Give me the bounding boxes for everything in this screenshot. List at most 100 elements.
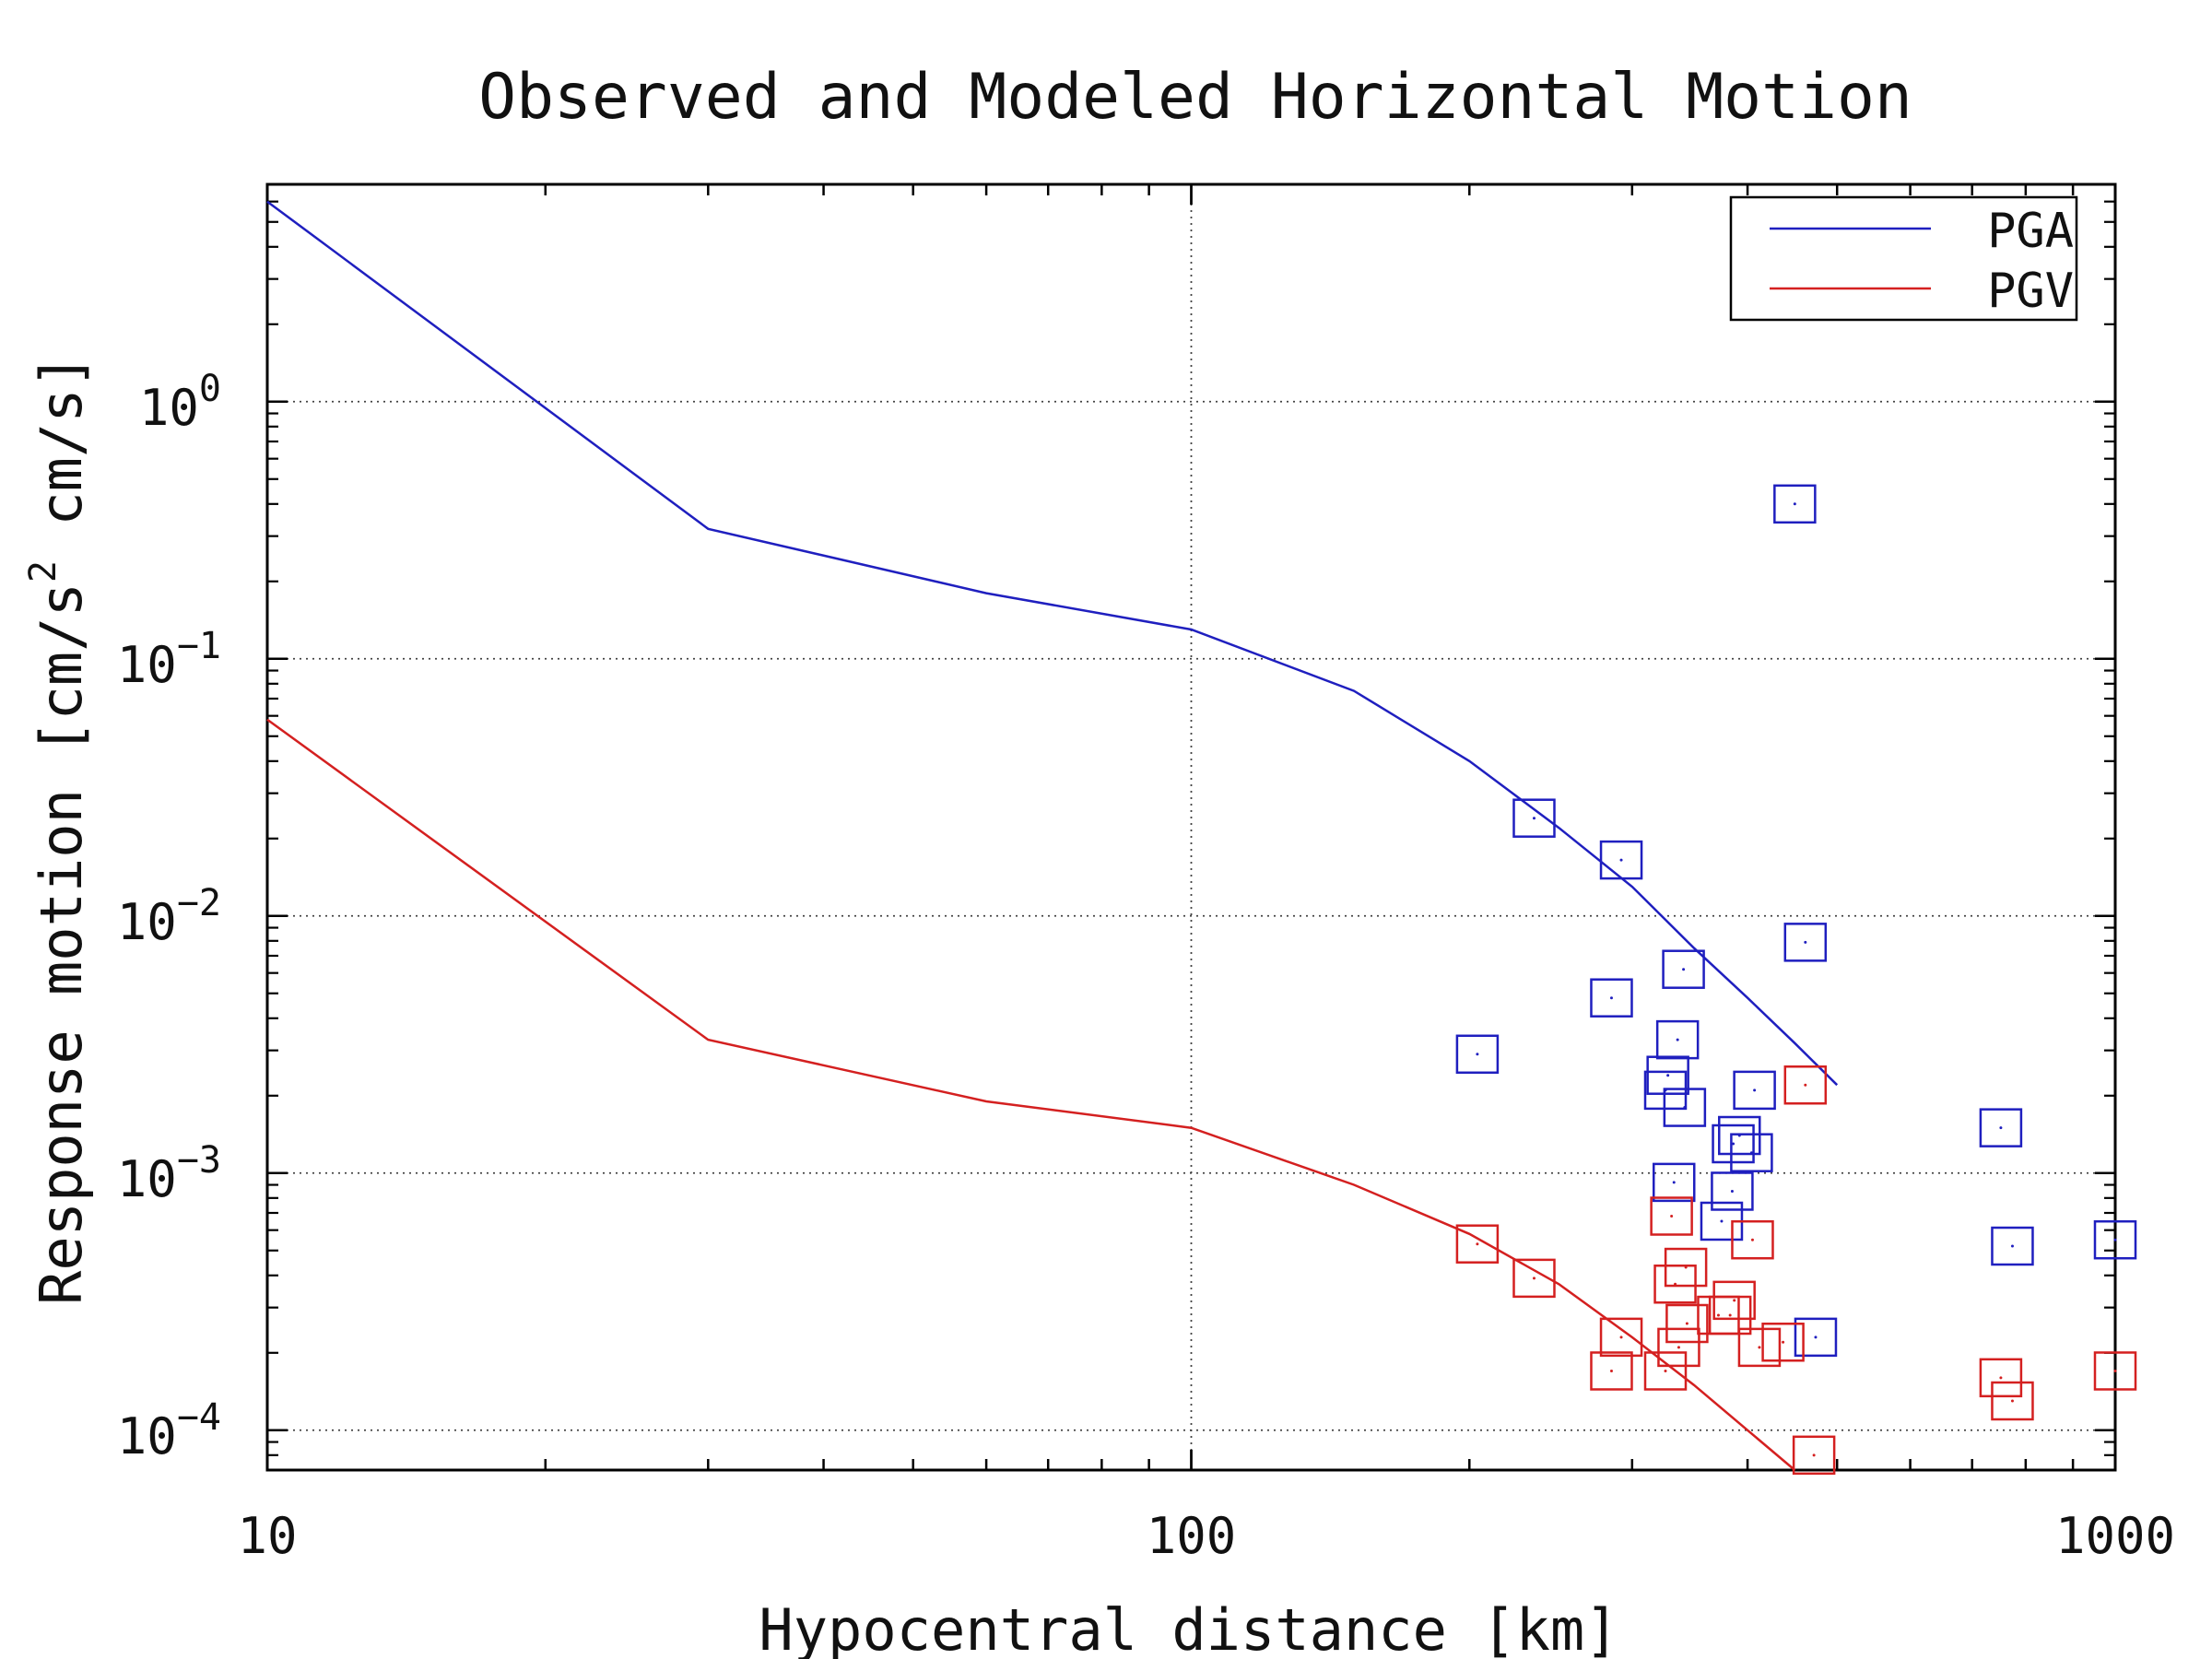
pgv-observed-point-center	[2113, 1369, 2117, 1372]
pgv-observed-point	[1731, 1219, 1774, 1260]
pga-observed-point	[1512, 798, 1556, 838]
y-axis-label-tail: cm/s]	[28, 354, 95, 560]
pga-observed-point-center	[1619, 858, 1623, 862]
pgv-observed-point-center	[1750, 1238, 1754, 1241]
x-tick-labels: 10 100 1000	[237, 1507, 2175, 1565]
pgv-observed-point-center	[1728, 1313, 1732, 1317]
x-tick-label: 1000	[2055, 1507, 2175, 1565]
pgv-observed-point	[1712, 1280, 1756, 1321]
pga-observed-point	[1599, 840, 1643, 880]
pgv-observed-point-center	[1684, 1265, 1688, 1269]
pgv-observed-point	[2093, 1351, 2137, 1391]
pga-observed-point-center	[1682, 968, 1686, 971]
y-tick-label: 10−1	[117, 625, 221, 694]
pga-observed-point	[2093, 1219, 2137, 1260]
pga-observed-point	[1590, 978, 1633, 1018]
pgv-observed-point-center	[1782, 1340, 1785, 1344]
pgv-observed-point	[1979, 1358, 2023, 1398]
pga-observed-point	[1718, 1115, 1761, 1156]
pgv-observed-point	[1991, 1381, 2034, 1421]
pgv-observed-point	[1708, 1295, 1752, 1335]
pga-observed-point-center	[1683, 1106, 1687, 1110]
y-axis-label-exponent: 2	[22, 560, 65, 582]
y-tick-label: 100	[139, 368, 221, 437]
pgv-observed-point-center	[1804, 1083, 1807, 1087]
x-tick-label: 10	[237, 1507, 297, 1565]
pga-observed-point	[1655, 1019, 1700, 1060]
pga-observed-point	[1712, 1124, 1755, 1164]
pga-observed-point-center	[1730, 1189, 1734, 1193]
pga-observed-point	[1730, 1133, 1773, 1172]
plot-frame	[265, 182, 2117, 1472]
pgv-observed-point	[1664, 1247, 1708, 1288]
pga-observed-point	[1991, 1226, 2034, 1266]
grid-lines	[267, 184, 2115, 1470]
pgv-observed-point	[1665, 1303, 1709, 1344]
pgv-observed-point	[1657, 1327, 1700, 1368]
pgv-observed-point-center	[1476, 1242, 1479, 1246]
pgv-observed-point-center	[1619, 1335, 1623, 1339]
pga-model-line	[266, 200, 1839, 1087]
pga-observed-point	[1711, 1171, 1754, 1211]
minor-ticks	[265, 182, 2117, 1472]
pgv-observed-point	[1737, 1327, 1782, 1368]
pgv-observed-point-center	[1532, 1277, 1535, 1280]
pgv-observed-point-center	[2010, 1399, 2014, 1403]
pgv-observed-point-center	[1664, 1369, 1667, 1372]
pgv-observed-point	[1761, 1322, 1805, 1362]
pgv-observed-point-center	[1685, 1322, 1688, 1325]
pgv-observed-point	[1590, 1351, 1633, 1391]
pga-observed-point-center	[1476, 1053, 1479, 1056]
legend-label-pgv: PGV	[1987, 264, 2074, 319]
pgv-observed-point-center	[1733, 1299, 1736, 1302]
pgv-observed-point	[1650, 1196, 1693, 1236]
pga-observed-point	[1646, 1055, 1689, 1095]
series-layer	[266, 200, 2137, 1476]
pga-observed-point	[1455, 1034, 1500, 1075]
pga-observed-point	[1773, 484, 1817, 524]
pgv-observed-point	[1792, 1435, 1836, 1476]
x-axis-label: Hypocentral distance [km]	[759, 1596, 1618, 1659]
pga-observed-point-center	[1732, 1142, 1735, 1146]
y-axis-label: Response motion [cm/s2 cm/s]	[22, 354, 95, 1305]
pga-observed-point	[1662, 949, 1705, 989]
pga-observed-point	[1653, 1162, 1696, 1203]
pga-observed-point-center	[1793, 502, 1796, 506]
y-axis-label-main: Response motion [cm/s	[28, 582, 95, 1305]
pga-observed-point-center	[1804, 940, 1807, 944]
pgv-observed-point-center	[1999, 1376, 2003, 1380]
pga-observed-point-center	[1532, 817, 1535, 820]
pgv-observed-point	[1599, 1317, 1643, 1358]
pgv-observed-point-center	[1758, 1346, 1761, 1349]
pga-observed-point	[1783, 923, 1828, 962]
pgv-observed-point	[1455, 1224, 1500, 1264]
pgv-observed-point-center	[1609, 1369, 1613, 1372]
pga-observed-point-center	[1999, 1126, 2003, 1130]
pgv-observed-point	[1653, 1265, 1697, 1304]
y-tick-label: 10−2	[117, 882, 221, 951]
pga-observed-point-center	[1609, 996, 1613, 1000]
pgv-observed-point	[1783, 1065, 1828, 1105]
x-tick-label: 100	[1147, 1507, 1237, 1565]
pga-observed-point-center	[1676, 1038, 1679, 1041]
pga-observed-point	[1794, 1317, 1838, 1358]
pgv-observed-point	[1643, 1351, 1688, 1391]
pga-observed-point-center	[1720, 1219, 1724, 1223]
pga-observed-point-center	[1814, 1335, 1818, 1339]
pga-observed-point-center	[1749, 1151, 1753, 1155]
pga-observed-point-center	[1666, 1074, 1670, 1077]
y-tick-label: 10−3	[117, 1139, 221, 1208]
pgv-observed-point-center	[1670, 1215, 1674, 1218]
pga-observed-point-center	[1672, 1181, 1676, 1184]
y-tick-labels: 100 10−1 10−2 10−3 10−4	[117, 368, 221, 1465]
pga-observed-point	[1979, 1108, 2023, 1147]
legend-box	[1729, 195, 2078, 322]
pga-observed-point-center	[2113, 1238, 2117, 1241]
pga-observed-point	[1733, 1070, 1776, 1111]
pgv-model-line	[266, 718, 1796, 1471]
y-tick-label: 10−4	[117, 1396, 221, 1465]
pgv-observed-point-center	[1812, 1453, 1816, 1457]
pgv-observed-point	[1512, 1258, 1556, 1299]
